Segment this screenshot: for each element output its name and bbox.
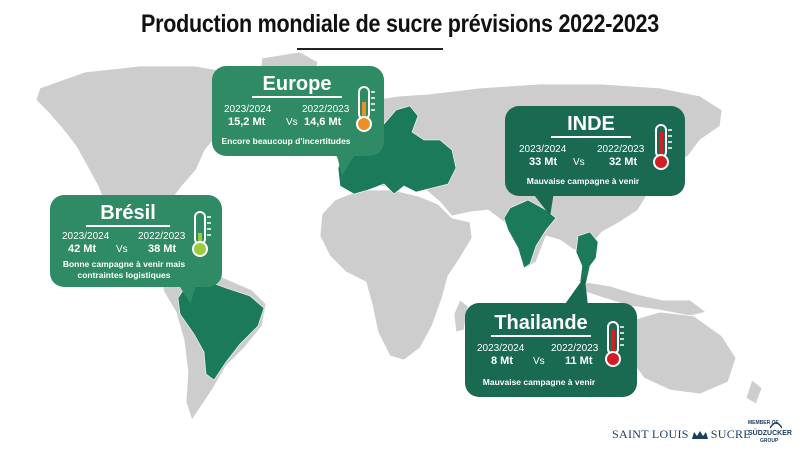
indonesia (584, 281, 707, 317)
page-title: Production mondiale de sucre prévisions … (141, 10, 659, 38)
thailande-value-new: 8 Mt (491, 355, 513, 367)
new-zealand (745, 379, 763, 405)
sudzucker-group-text: GROUP (760, 438, 779, 444)
madagascar (453, 299, 469, 333)
logo-sucre-text: SUCRE (710, 427, 751, 441)
inde-vs: Vs (573, 157, 585, 168)
thailande-value-old: 11 Mt (565, 355, 593, 367)
saint-louis-sucre-logo: SAINT LOUIS SUCRE (612, 427, 751, 442)
europe-thermometer-icon (356, 86, 375, 132)
sudzucker-name-text: SÜDZUCKER (748, 430, 792, 437)
bresil-value-new: 42 Mt (68, 243, 97, 255)
thailande-year-new: 2023/2024 (477, 343, 525, 354)
inde-year-old: 2022/2023 (597, 144, 645, 155)
inde-value-new: 33 Mt (529, 156, 558, 168)
inde-thermometer-icon (653, 124, 672, 170)
europe-bubble: Europe 2023/2024 2022/2023 15,2 Mt Vs 14… (212, 66, 384, 156)
thailande-label: Thailande (491, 311, 591, 337)
brazil-highlight (177, 279, 265, 381)
sudzucker-mark-icon (770, 422, 782, 429)
india-highlight (503, 199, 557, 269)
inde-value-old: 32 Mt (609, 156, 638, 168)
europe-label: Europe (252, 72, 342, 98)
africa (319, 189, 473, 361)
thailand-highlight (575, 231, 599, 285)
crown-icon (691, 431, 708, 440)
inde-bubble: INDE 2023/2024 2022/2023 33 Mt Vs 32 Mt … (505, 106, 685, 196)
europe-value-new: 15,2 Mt (228, 116, 266, 128)
europe-year-new: 2023/2024 (224, 104, 272, 115)
sudzucker-logo: MEMBER OF SÜDZUCKER GROUP (748, 420, 792, 444)
thailande-note: Mauvaise campagne à venir (482, 377, 596, 387)
bresil-vs: Vs (116, 244, 128, 255)
logo-saint-louis-text: SAINT LOUIS (612, 427, 689, 441)
thailande-bubble: Thailande 2023/2024 2022/2023 8 Mt Vs 11… (465, 303, 637, 397)
thailande-year-old: 2022/2023 (551, 343, 599, 354)
bresil-thermometer-icon (192, 211, 211, 257)
thailande-vs: Vs (533, 356, 545, 367)
inde-note: Mauvaise campagne à venir (526, 176, 640, 186)
europe-year-old: 2022/2023 (302, 104, 350, 115)
europe-vs: Vs (286, 117, 298, 128)
thailande-thermometer-icon (605, 321, 624, 367)
inde-year-new: 2023/2024 (519, 144, 567, 155)
bresil-year-new: 2023/2024 (62, 231, 110, 242)
bresil-bubble: Brésil 2023/2024 2022/2023 42 Mt Vs 38 M… (50, 195, 222, 287)
australia (621, 311, 737, 395)
inde-label: INDE (551, 112, 631, 138)
bresil-year-old: 2022/2023 (138, 231, 186, 242)
europe-note: Encore beaucoup d'incertitudes (221, 136, 351, 146)
highlighted-countries (177, 105, 599, 381)
europe-value-old: 14,6 Mt (304, 116, 342, 128)
bresil-value-old: 38 Mt (148, 243, 177, 255)
bresil-label: Brésil (86, 201, 170, 227)
title-underline (297, 48, 443, 50)
sudzucker-member-text: MEMBER OF (748, 420, 779, 426)
bresil-note: Bonne campagne à venir mais contraintes … (62, 259, 186, 280)
